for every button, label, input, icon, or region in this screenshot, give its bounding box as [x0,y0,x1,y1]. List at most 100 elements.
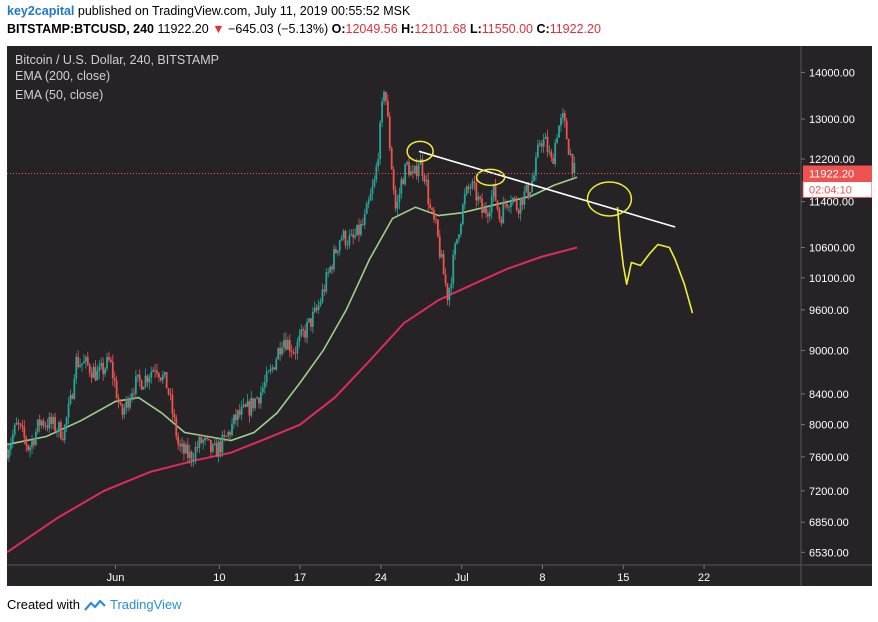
tradingview-brand-link[interactable]: TradingView [109,597,182,612]
candle-body [59,422,62,439]
candle-body [479,196,482,199]
candle-body [134,376,137,394]
candle-body [215,443,218,457]
candle-body [381,101,383,123]
x-tick-label: 10 [213,572,225,584]
candle-body [431,208,433,211]
candle-body [327,272,330,274]
candle-body [450,283,453,289]
candle-body [58,422,60,432]
candle-body [469,187,472,189]
candle-body [38,419,41,426]
candle-body [321,289,324,302]
y-tick-label: 13000.00 [809,114,855,126]
candle-body [463,193,466,205]
x-tick-label: Jul [455,572,469,584]
candle-body [325,272,328,292]
candle-body [61,438,64,440]
last-price: 11922.20 [157,22,209,36]
candle-body [329,266,332,273]
candle-body [90,372,93,378]
candle-body [306,321,308,338]
candle-body [209,439,212,452]
candle-body [127,398,130,408]
candle-body [465,186,468,194]
candle-body [488,212,491,217]
candle-body [281,347,283,355]
candle-body [271,367,274,369]
author-link[interactable]: key2capital [7,4,75,18]
candle-body [11,434,14,443]
x-tick-label: 17 [294,572,306,584]
candle-body [560,117,562,126]
y-tick-label: 9000.00 [809,345,849,357]
candle-body [319,301,322,306]
candle-body [571,153,574,174]
candle-body [258,397,260,404]
candle-body [408,162,410,176]
price-chart[interactable]: 14000.00 13000.00 12200.00 11400.00 10600.00… [6,46,873,586]
candle-body [377,159,380,167]
symbol-line: BITSTAMP:BTCUSD, 240 11922.20 ▼ −645.03 … [7,22,601,36]
candle-body [121,404,124,415]
candle-body [342,230,345,239]
candle-body [350,234,353,236]
open-label: O: [331,22,346,36]
candle-body [383,91,385,102]
candle-body [290,351,293,352]
candle-body [136,374,139,377]
candle-body [194,447,197,461]
published-text: published on TradingView.com, July 11, 2… [77,4,411,18]
candle-body [208,438,210,440]
candle-body [159,377,162,381]
candle-body [158,373,160,378]
candle-body [502,202,505,224]
candle-body [550,151,553,158]
candle-body [475,182,478,201]
candle-body [84,356,87,362]
candle-body [63,425,66,440]
candle-body [548,151,551,153]
candle-body [396,201,399,209]
y-tick-label: 12200.00 [809,154,855,166]
candle-body [436,219,439,237]
candle-body [511,198,514,203]
candle-body [296,341,299,354]
candle-body [406,162,408,165]
candle-body [375,166,378,180]
symbol: BITSTAMP:BTCUSD, 240 [7,22,155,36]
candle-body [140,380,143,390]
candle-body [267,371,270,373]
candle-body [492,184,495,197]
candle-body [298,335,301,342]
candle-body [285,339,287,350]
candle-body [279,348,282,355]
chart-container[interactable]: 14000.00 13000.00 12200.00 11400.00 10600.00… [6,46,873,586]
candle-body [331,266,333,270]
candle-body [21,425,24,428]
candle-body [444,274,447,284]
candle-body [6,448,8,459]
candle-body [471,181,474,188]
candle-body [138,374,141,381]
candle-body [544,136,547,140]
candle-body [446,283,449,301]
candle-body [508,207,510,208]
candle-body [261,387,264,393]
candle-body [71,394,74,399]
y-tick-label: 11400.00 [809,197,854,209]
candle-body [129,399,132,408]
x-tick-label: 15 [617,572,629,584]
candle-body [229,432,232,435]
x-tick-label: 8 [539,572,545,584]
candle-body [123,408,126,415]
last-price-tag-label: 11922.20 [809,169,854,181]
ema50-line [6,176,578,446]
candle-body [400,179,403,194]
candle-body [256,397,258,399]
candle-body [460,223,462,235]
annotation-ellipse [406,140,434,163]
candle-body [283,339,285,348]
candle-body [133,393,135,395]
candle-body [452,254,455,284]
